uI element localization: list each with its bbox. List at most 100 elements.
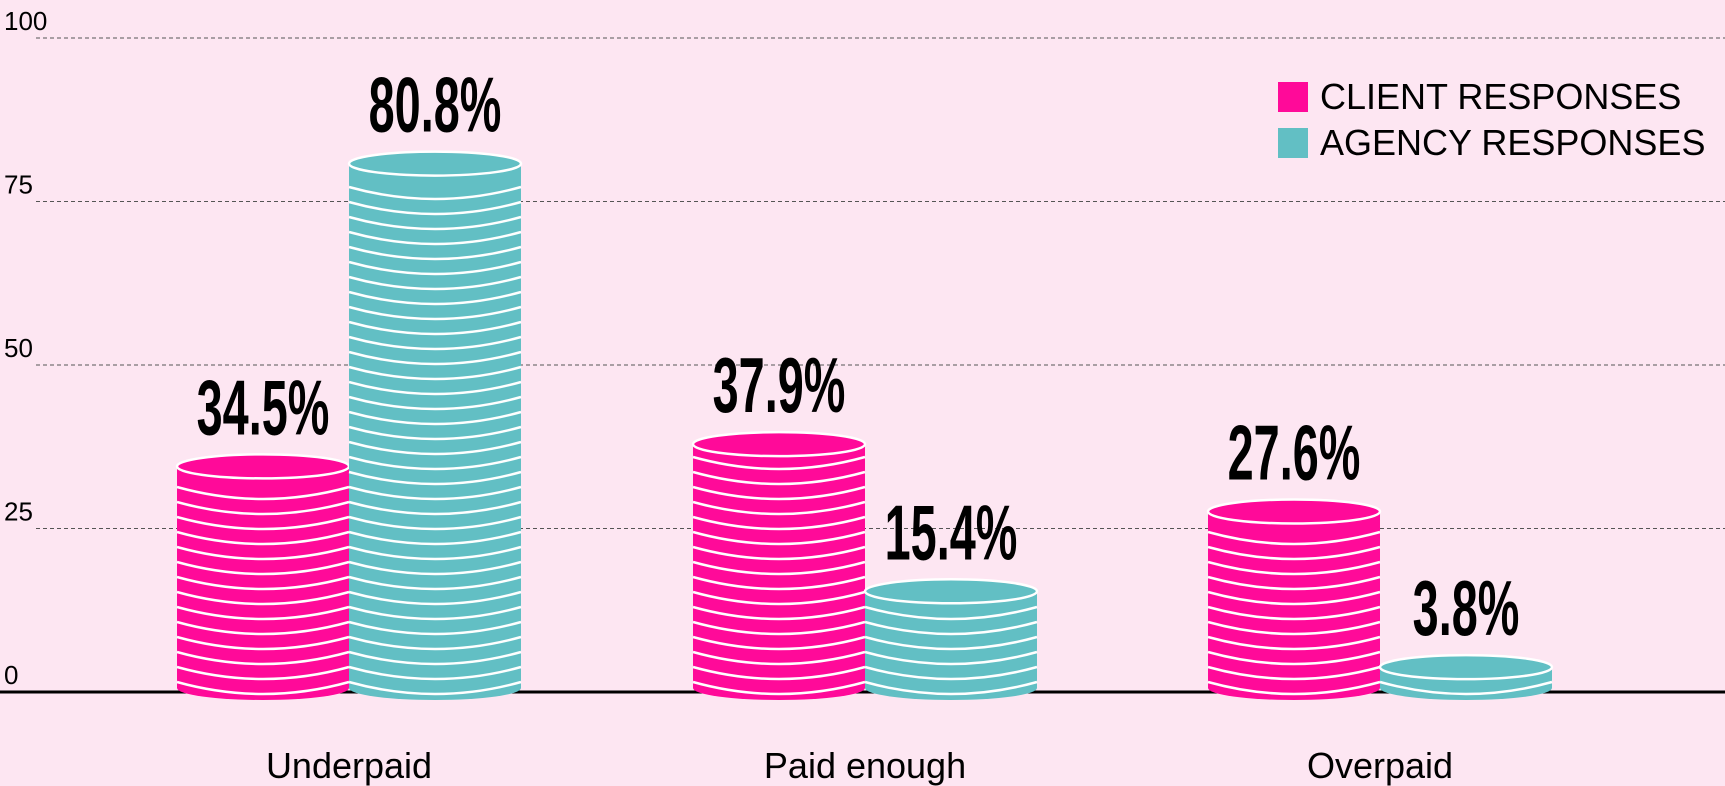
coin-stripe [348,485,522,501]
coin-stripe [1207,635,1381,651]
coin-stripe [348,185,522,201]
coin-stripe [1207,665,1381,681]
coin-stripe [348,650,522,666]
coin-stripe [864,665,1038,681]
coin-stripe [692,650,866,666]
coin-stripe [176,500,350,516]
coin-stripe [348,410,522,426]
coin-stripe [1207,605,1381,621]
coin-stripe [692,620,866,636]
coin-stripe [1207,590,1381,606]
coin-stripe [692,455,866,471]
coin-stripe [348,665,522,681]
legend-swatch [1278,82,1308,112]
coin-stripe [692,485,866,501]
coin-stripe [348,590,522,606]
coin-stripe [176,515,350,531]
coin-stripe [692,560,866,576]
y-tick-label: 75 [4,170,33,200]
value-label: 15.4% [885,489,1018,576]
coin-stripe [176,620,350,636]
coin-top [863,578,1039,605]
coin-top [1378,653,1554,681]
value-label: 27.6% [1228,409,1361,496]
coin-stripe [176,605,350,621]
coin-stripe [348,605,522,621]
coin-stripe [1207,560,1381,576]
coin-top [347,150,523,177]
coin-stripe [348,530,522,546]
coin-stripe [348,245,522,261]
coin-stripe [692,590,866,606]
coin-stripe [176,485,350,501]
value-label: 3.8% [1413,565,1520,652]
coin-stripe [1207,545,1381,561]
coin-stripe [176,530,350,546]
bar [865,591,1037,688]
coin-stripe [348,500,522,516]
bar [693,444,865,688]
coin-stripe [1207,680,1381,696]
legend-label: AGENCY RESPONSES [1320,122,1705,163]
coin-stripe [348,515,522,531]
coin-stripe [348,545,522,561]
coin-stripe [348,365,522,381]
legend-label: CLIENT RESPONSES [1320,76,1681,117]
coin-stripe [348,320,522,336]
y-tick-label: 0 [4,660,18,690]
coin-stripe [1207,620,1381,636]
coin-stripe [864,605,1038,621]
coin-stripe [348,560,522,576]
value-label: 34.5% [197,364,330,451]
coin-stripe [864,680,1038,696]
coin-stripe [348,260,522,276]
coin-stripe [348,350,522,366]
coin-stripe [1207,575,1381,591]
coin-stripe [692,605,866,621]
y-tick-label: 25 [4,497,33,527]
coin-stripe [176,650,350,666]
bar [349,163,521,688]
coin-stripe [348,455,522,471]
coin-stripe [692,515,866,531]
coin-stripe [348,395,522,411]
coin-stripe [692,665,866,681]
coin-stripe [348,215,522,231]
x-tick-label: Underpaid [266,745,432,786]
coin-stripe [692,575,866,591]
coin-stripe [348,380,522,396]
coin-top [1206,498,1382,525]
coin-stripe [348,680,522,696]
coin-stripe [348,275,522,291]
coin-stripe [864,650,1038,666]
coin-stripe [692,500,866,516]
coin-stripe [348,425,522,441]
coin-stripe [348,470,522,486]
coin-stripe [692,680,866,696]
coin-stripe [1207,650,1381,666]
coin-stripe [864,620,1038,636]
y-tick-label: 50 [4,333,33,363]
x-tick-label: Overpaid [1307,745,1453,786]
coin-top [691,430,867,458]
coin-top [175,453,351,480]
coin-stripe [176,590,350,606]
coin-stripe [348,200,522,216]
coin-stripe [176,575,350,591]
coin-stripe [176,560,350,576]
coin-stripe [692,470,866,486]
coin-stripe [864,635,1038,651]
coin-stripe [348,290,522,306]
coin-stripe [348,620,522,636]
coin-stripe [176,665,350,681]
x-tick-label: Paid enough [764,745,966,786]
coin-stripe [348,575,522,591]
legend-swatch [1278,128,1308,158]
value-label: 37.9% [713,342,846,429]
coin-stripe [692,635,866,651]
coin-stripe [692,530,866,546]
coin-stripe [348,440,522,456]
coin-stripe [348,635,522,651]
coin-stripe [692,545,866,561]
